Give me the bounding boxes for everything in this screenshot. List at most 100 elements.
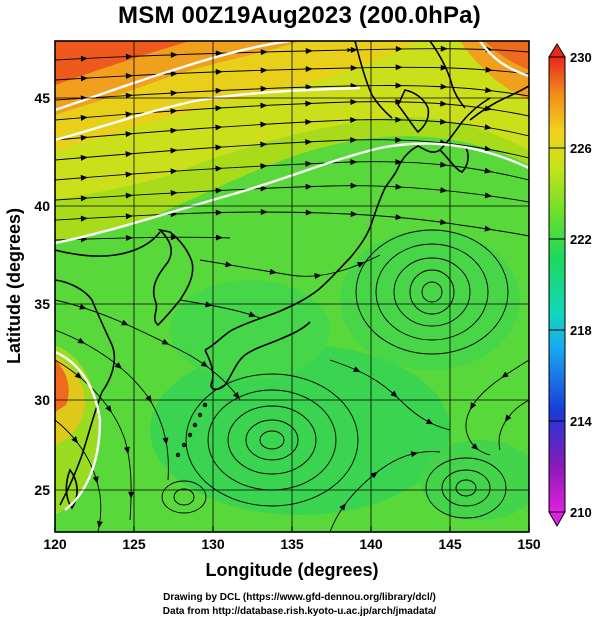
streamline-arrow — [170, 147, 178, 154]
streamline-arrow — [395, 46, 403, 53]
streamline-arrow — [504, 414, 512, 423]
streamline-arrow — [485, 66, 493, 73]
credit-text: Drawing by DCL (https://www.gfd-dennou.o… — [0, 591, 599, 619]
streamline-arrow — [305, 100, 313, 107]
x-tick-label: 140 — [359, 536, 383, 552]
streamline-arrow — [305, 160, 313, 167]
y-tick-label: 45 — [34, 90, 50, 106]
streamline-arrow — [125, 72, 133, 79]
streamline-arrow — [484, 105, 493, 112]
streamline-arrow — [125, 111, 133, 118]
streamline-arrow — [440, 187, 448, 194]
streamline-arrow — [484, 192, 493, 199]
streamline-arrow — [484, 145, 492, 152]
streamline-arrow — [170, 108, 178, 115]
streamline-arrow — [80, 174, 88, 181]
y-axis-label: Latitude (degrees) — [4, 208, 24, 364]
streamline-arrow — [215, 105, 223, 112]
streamline-arrow — [470, 402, 477, 410]
colorbar-tick-label: 230 — [570, 50, 592, 65]
streamline-arrow — [170, 234, 178, 241]
streamline-arrow — [305, 139, 313, 146]
streamline-arrow — [260, 208, 268, 215]
y-tick-labels: 25 30 35 40 45 — [34, 90, 50, 498]
streamline-arrow — [248, 311, 257, 318]
streamline-arrow — [350, 98, 358, 105]
wind-streamlines — [55, 45, 529, 532]
streamline-arrow — [350, 158, 358, 165]
streamline-arrow — [80, 114, 88, 121]
streamline-arrow — [96, 520, 103, 529]
streamline-arrow — [350, 136, 358, 143]
streamline-arrow — [350, 182, 358, 189]
streamline-arrow — [305, 209, 313, 216]
eddy-northeast — [355, 229, 509, 355]
streamline-arrow — [215, 124, 223, 131]
streamline-arrow — [370, 471, 378, 479]
streamline-arrow — [305, 183, 313, 190]
streamline-arrow — [125, 53, 133, 60]
streamline-arrow — [390, 390, 398, 398]
streamline-arrow — [484, 167, 492, 174]
streamline-arrow — [305, 84, 313, 91]
streamline-arrow — [440, 45, 448, 52]
streamline-arrow — [125, 192, 133, 199]
colorbar: 210 214 218 222 226 230 — [548, 43, 592, 528]
y-tick-label: 40 — [34, 198, 50, 214]
streamline-arrow — [92, 476, 99, 484]
streamline-arrow — [260, 67, 268, 74]
colorbar-lower-arrow — [548, 511, 566, 528]
streamline-arrow — [471, 443, 479, 450]
credit-line-data: Data from http://database.rish.kyoto-u.a… — [162, 606, 437, 617]
chart-title: MSM 00Z19Aug2023 (200.0hPa) — [118, 2, 481, 29]
streamline-arrow — [350, 116, 358, 123]
streamline-arrow — [215, 50, 223, 57]
x-tick-label: 145 — [438, 536, 462, 552]
streamline-arrow — [80, 75, 88, 82]
streamline-arrow — [440, 161, 448, 168]
streamline-arrow — [350, 46, 358, 53]
streamline-arrow — [260, 141, 268, 148]
x-axis-label: Longitude (degrees) — [205, 560, 378, 580]
streamline-arrow — [215, 144, 223, 151]
streamline-arrow — [260, 102, 268, 109]
streamline-arrow — [260, 185, 268, 192]
streamline-arrow — [125, 151, 133, 158]
streamline-arrow — [440, 100, 448, 107]
streamline-arrow — [260, 85, 268, 92]
streamline-arrow — [170, 190, 178, 196]
streamline-arrow — [79, 303, 87, 310]
streamline-arrow — [125, 213, 133, 220]
streamline-arrow — [215, 87, 223, 94]
x-tick-label: 130 — [201, 536, 225, 552]
grid — [55, 41, 529, 532]
streamline-arrow — [121, 319, 129, 326]
streamline-arrow — [314, 273, 322, 280]
streamline-arrow — [125, 171, 133, 178]
streamline-arrow — [74, 372, 82, 379]
contour-lines — [55, 41, 529, 511]
colorbar-upper-arrow — [548, 43, 566, 58]
streamline-arrow — [305, 47, 313, 54]
streamline-arrow — [395, 64, 403, 71]
streamline-arrow — [225, 261, 233, 268]
y-tick-label: 35 — [34, 296, 50, 312]
streamline-arrow — [125, 131, 133, 138]
colorbar-tick-label: 226 — [570, 141, 592, 156]
x-tick-labels: 120 125 130 135 140 145 150 — [43, 536, 541, 552]
streamline-arrow — [215, 68, 223, 75]
streamline-arrow — [350, 64, 358, 71]
streamline-arrow — [356, 262, 365, 268]
colorbar-tick-label: 210 — [570, 505, 592, 520]
streamline-arrow — [232, 391, 240, 400]
colorbar-tick-label: 218 — [570, 323, 592, 338]
y-tick-label: 25 — [34, 482, 50, 498]
x-tick-label: 125 — [122, 536, 146, 552]
streamline-arrow — [260, 49, 268, 56]
streamline-arrow — [260, 121, 268, 128]
streamline-arrow — [395, 158, 403, 165]
x-tick-label: 120 — [43, 536, 67, 552]
coastlines — [55, 41, 529, 510]
streamline-arrow — [395, 116, 403, 123]
